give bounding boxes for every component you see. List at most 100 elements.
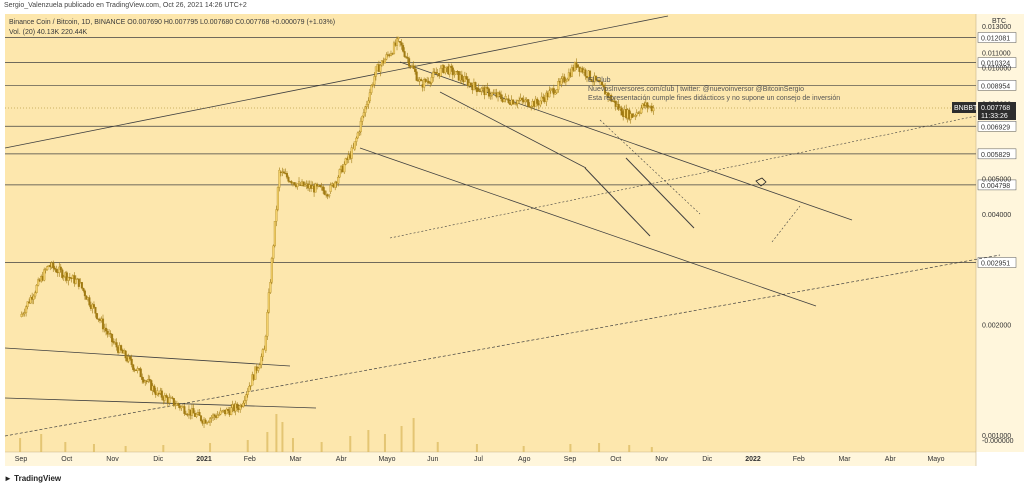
candle-body[interactable] (350, 147, 353, 159)
candle-body[interactable] (415, 71, 418, 81)
candle-body[interactable] (80, 282, 83, 289)
candle-body[interactable] (554, 92, 557, 95)
candle-body[interactable] (584, 69, 587, 77)
candle-body[interactable] (401, 45, 405, 52)
candle-body[interactable] (124, 350, 127, 359)
candle-body[interactable] (498, 92, 501, 95)
candle-body[interactable] (297, 181, 301, 184)
candle-body[interactable] (617, 104, 620, 110)
candle-body[interactable] (192, 408, 195, 414)
candle-body[interactable] (536, 98, 539, 104)
old-support-line[interactable] (4, 397, 317, 409)
candle-body[interactable] (285, 173, 289, 178)
candle-body[interactable] (364, 106, 367, 113)
candle-body[interactable] (450, 65, 453, 68)
candle-body[interactable] (278, 169, 281, 188)
candle-body[interactable] (62, 276, 65, 278)
candle-body[interactable] (588, 70, 592, 80)
candle-body[interactable] (392, 42, 396, 54)
candle-body[interactable] (273, 221, 276, 247)
candle-body[interactable] (323, 190, 326, 195)
candle-body[interactable] (171, 397, 174, 399)
candle-body[interactable] (503, 98, 506, 102)
candle-body[interactable] (267, 292, 270, 313)
candle-body[interactable] (314, 183, 317, 193)
candle-body[interactable] (111, 333, 114, 343)
candle-body[interactable] (610, 94, 613, 101)
candle-body[interactable] (465, 76, 468, 80)
candle-body[interactable] (230, 407, 233, 415)
candle-body[interactable] (489, 95, 492, 97)
candle-body[interactable] (59, 266, 62, 271)
candle-body[interactable] (518, 100, 521, 102)
candle-body[interactable] (373, 76, 376, 85)
long-term-dashed-support[interactable] (4, 254, 1001, 437)
falling-wedge-lower[interactable] (584, 167, 651, 237)
candle-body[interactable] (477, 87, 480, 92)
candle-body[interactable] (112, 341, 115, 343)
candle-body[interactable] (198, 412, 201, 416)
candle-body[interactable] (53, 267, 56, 270)
candle-body[interactable] (74, 279, 77, 284)
candle-body[interactable] (260, 356, 263, 366)
candle-body[interactable] (423, 79, 426, 88)
candle-body[interactable] (370, 85, 373, 93)
candle-body[interactable] (290, 181, 293, 184)
candle-body[interactable] (210, 417, 213, 419)
candle-body[interactable] (563, 76, 566, 83)
candle-body[interactable] (487, 88, 491, 97)
candle-body[interactable] (104, 327, 108, 332)
candle-body[interactable] (478, 91, 481, 93)
candle-body[interactable] (398, 41, 402, 43)
candle-body[interactable] (371, 84, 374, 86)
candle-body[interactable] (420, 79, 423, 82)
candle-body[interactable] (302, 181, 305, 187)
candle-body[interactable] (319, 185, 322, 187)
candle-body[interactable] (163, 395, 166, 401)
channel-upper-line[interactable] (439, 91, 587, 169)
candle-body[interactable] (264, 336, 267, 351)
candle-body[interactable] (88, 297, 91, 306)
candle-body[interactable] (92, 304, 96, 308)
candle-body[interactable] (183, 406, 186, 414)
candle-body[interactable] (640, 107, 643, 114)
candle-body[interactable] (218, 414, 221, 416)
candle-body[interactable] (548, 90, 551, 98)
candle-body[interactable] (174, 404, 177, 407)
candle-body[interactable] (329, 185, 332, 192)
candle-body[interactable] (435, 71, 438, 75)
candle-body[interactable] (204, 419, 207, 424)
candle-body[interactable] (439, 68, 442, 77)
candle-body[interactable] (43, 269, 46, 281)
candle-body[interactable] (287, 177, 290, 182)
candle-body[interactable] (25, 306, 28, 313)
candle-body[interactable] (337, 176, 340, 184)
candle-body[interactable] (539, 100, 542, 106)
candle-body[interactable] (362, 112, 365, 117)
candle-body[interactable] (400, 42, 403, 46)
candle-body[interactable] (101, 318, 105, 330)
candle-body[interactable] (239, 405, 242, 411)
candle-body[interactable] (209, 418, 212, 423)
candle-body[interactable] (213, 414, 216, 417)
candle-body[interactable] (474, 82, 477, 88)
candle-body[interactable] (512, 99, 515, 105)
old-resistance-line[interactable] (4, 347, 291, 367)
candle-body[interactable] (177, 403, 180, 406)
candle-body[interactable] (52, 262, 55, 269)
candle-body[interactable] (604, 87, 607, 95)
candle-body[interactable] (496, 92, 500, 98)
tradingview-logo[interactable]: ► TradingView (4, 474, 61, 483)
candle-body[interactable] (432, 71, 435, 78)
candle-body[interactable] (484, 86, 488, 96)
candle-body[interactable] (34, 292, 37, 297)
candle-body[interactable] (272, 245, 275, 259)
candle-body[interactable] (444, 67, 447, 74)
candle-body[interactable] (356, 132, 359, 139)
candle-body[interactable] (515, 103, 518, 105)
candle-body[interactable] (507, 98, 510, 103)
candle-body[interactable] (602, 84, 605, 88)
candle-body[interactable] (448, 65, 451, 75)
candle-body[interactable] (406, 56, 409, 59)
candle-body[interactable] (469, 82, 472, 86)
